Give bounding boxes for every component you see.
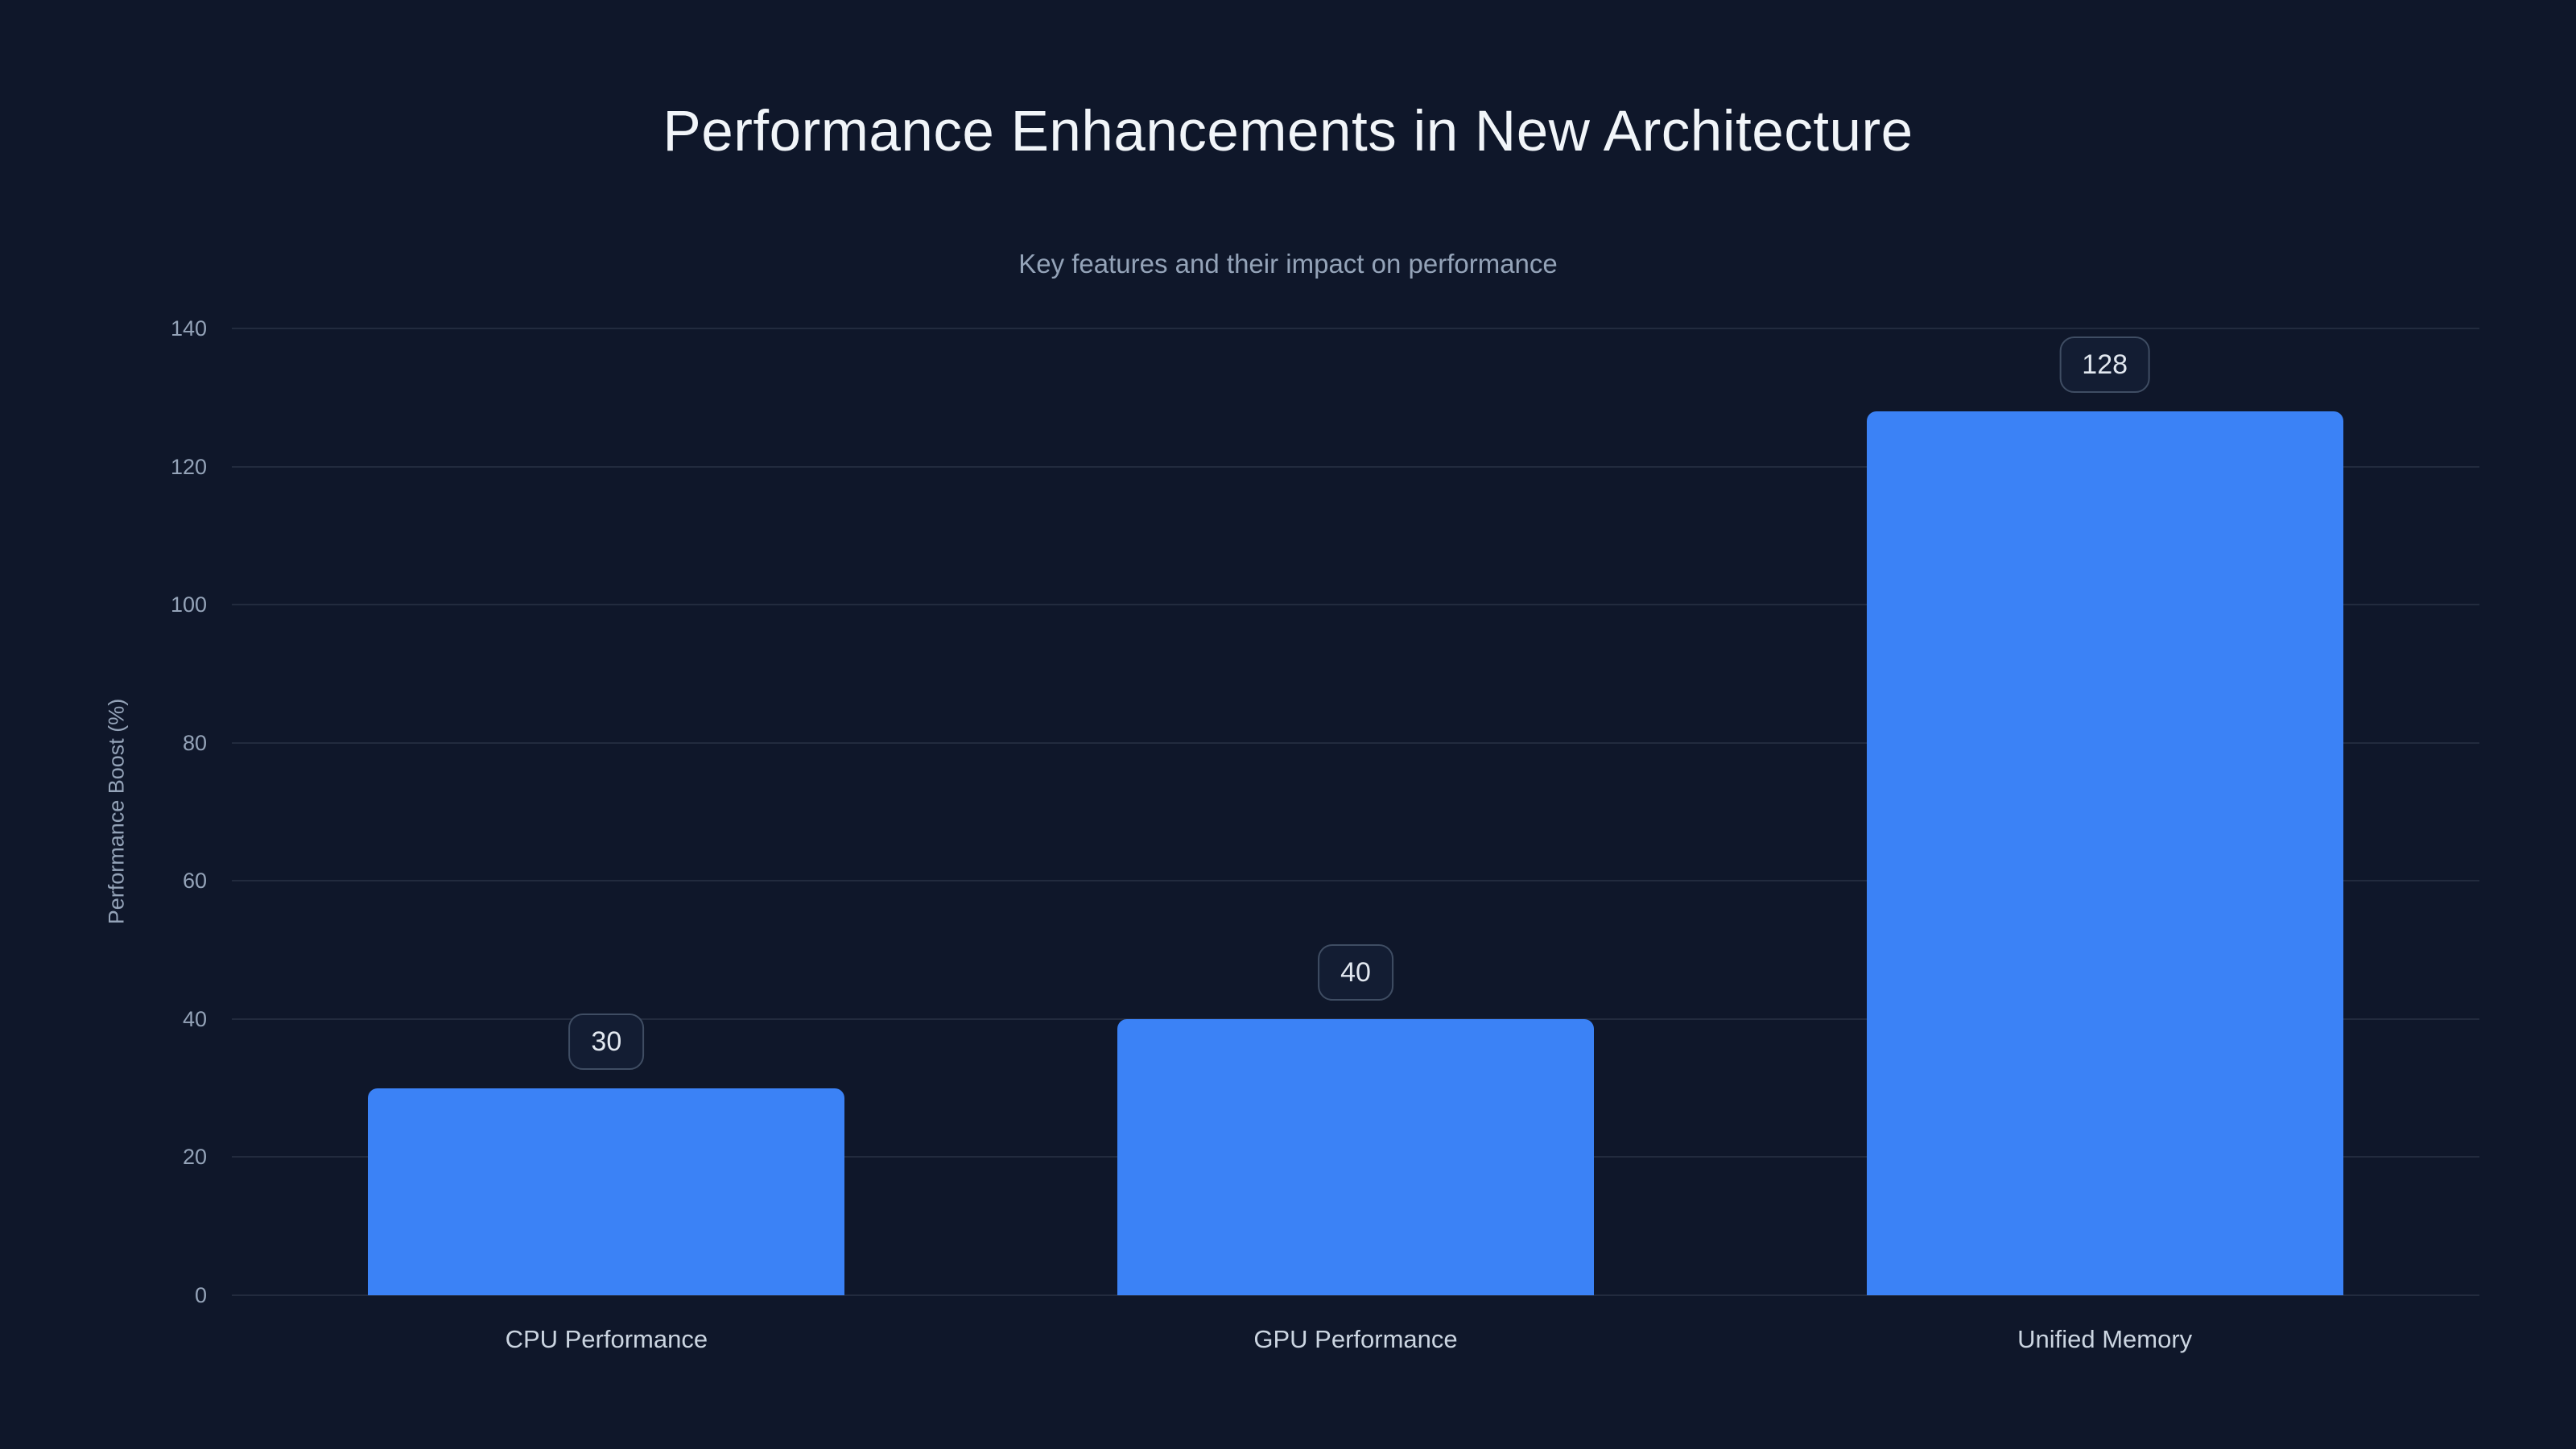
gridline — [232, 604, 2479, 606]
x-axis-label: Unified Memory — [2017, 1325, 2193, 1353]
gridline — [232, 328, 2479, 329]
bar-value-badge: 40 — [1318, 943, 1393, 1001]
gridline — [232, 465, 2479, 468]
x-axis-label: CPU Performance — [505, 1325, 708, 1353]
y-tick-label: 60 — [182, 869, 207, 894]
chart-subtitle: Key features and their impact on perform… — [1018, 249, 1558, 279]
gridline — [232, 880, 2479, 882]
bar-value-badge: 128 — [2059, 336, 2151, 393]
bar[interactable] — [368, 1088, 845, 1295]
y-tick-label: 20 — [182, 1145, 207, 1170]
y-tick-label: 40 — [182, 1006, 207, 1031]
bar[interactable] — [1117, 1018, 1594, 1295]
y-tick-label: 140 — [170, 316, 207, 341]
chart-title: Performance Enhancements in New Architec… — [663, 100, 1913, 163]
y-tick-label: 0 — [194, 1283, 207, 1307]
bar-value-badge: 30 — [568, 1013, 645, 1070]
y-tick-label: 120 — [170, 454, 207, 479]
y-tick-label: 80 — [182, 730, 207, 755]
bar[interactable] — [1866, 411, 2343, 1295]
gridline — [232, 741, 2479, 744]
gridline — [232, 1294, 2479, 1296]
y-tick-label: 100 — [170, 592, 207, 617]
x-axis-label: GPU Performance — [1253, 1325, 1458, 1353]
